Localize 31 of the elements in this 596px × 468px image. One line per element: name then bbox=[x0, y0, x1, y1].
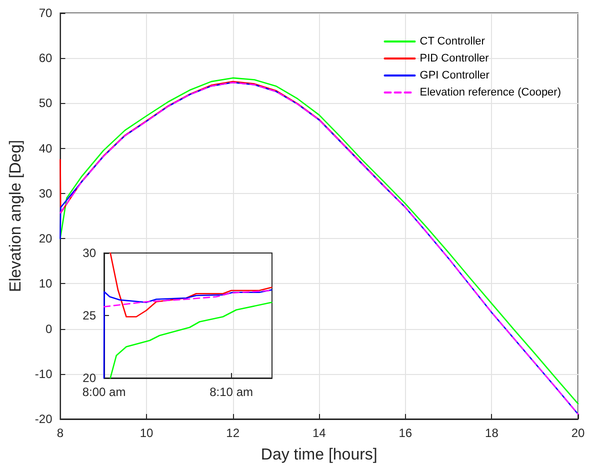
x-tick-label: 8:10 am bbox=[210, 385, 253, 399]
y-axis-title: Elevation angle [Deg] bbox=[8, 140, 24, 292]
line-series bbox=[103, 290, 272, 308]
legend-label: Elevation reference (Cooper) bbox=[420, 86, 562, 98]
y-tick-label: 60 bbox=[38, 51, 53, 66]
y-tick-label: 70 bbox=[38, 6, 53, 20]
y-tick-label: 0 bbox=[46, 322, 53, 336]
line-series bbox=[110, 252, 272, 318]
y-tick-label: 20 bbox=[38, 232, 53, 246]
y-tick-label: -10 bbox=[34, 366, 53, 381]
y-tick-label: 30 bbox=[82, 246, 96, 260]
x-tick-label: 8:00 am bbox=[82, 385, 126, 399]
y-tick-label: 20 bbox=[82, 371, 96, 385]
legend-label: PID Controller bbox=[420, 52, 490, 64]
y-tick-label: 10 bbox=[38, 276, 53, 291]
x-tick-label: 10 bbox=[140, 426, 154, 440]
x-tick-label: 14 bbox=[312, 426, 326, 440]
legend-label: GPI Controller bbox=[420, 70, 490, 82]
x-tick-label: 12 bbox=[226, 426, 240, 440]
line-series bbox=[110, 302, 272, 379]
x-tick-label: 16 bbox=[398, 426, 412, 440]
x-tick-label: 8 bbox=[56, 426, 64, 440]
y-tick-label: -20 bbox=[34, 412, 53, 426]
x-tick-label: 18 bbox=[485, 426, 499, 440]
legend-label: CT Controller bbox=[420, 36, 486, 48]
y-tick-label: 30 bbox=[38, 186, 53, 200]
x-tick-label: 20 bbox=[571, 426, 585, 440]
y-tick-label: 50 bbox=[38, 96, 53, 110]
y-tick-label: 40 bbox=[38, 141, 53, 156]
y-tick-label: 25 bbox=[82, 308, 96, 322]
x-axis-title: Day time [hours] bbox=[260, 446, 378, 464]
